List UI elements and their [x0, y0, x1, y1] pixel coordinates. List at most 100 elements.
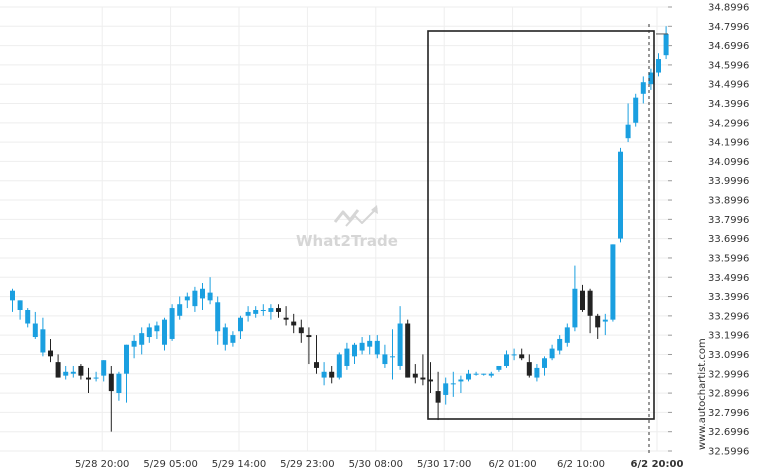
candle-body: [587, 290, 593, 316]
candle: [184, 292, 190, 309]
candle-body: [496, 365, 502, 370]
candle: [101, 360, 107, 382]
candle: [146, 323, 152, 343]
candle-body: [253, 310, 259, 314]
candle-body: [466, 373, 471, 380]
candle-body: [154, 325, 160, 332]
candle-body: [526, 362, 532, 376]
candle-body: [245, 311, 251, 316]
candle-body: [184, 296, 190, 301]
candle-body: [192, 290, 198, 307]
candle-body: [291, 321, 297, 326]
y-tick-label: 34.8996: [708, 3, 749, 14]
candle: [428, 362, 433, 394]
candle-body: [207, 292, 213, 301]
candle-body: [306, 335, 312, 338]
candle: [291, 313, 297, 334]
candle-body: [435, 391, 441, 403]
candle: [352, 342, 357, 365]
candle: [610, 244, 616, 322]
candle: [40, 317, 46, 357]
candle: [268, 304, 274, 320]
watermark-chart-icon: [333, 205, 378, 227]
candle: [321, 362, 327, 386]
candle: [139, 327, 145, 355]
candle-body: [268, 308, 274, 312]
y-tick-label: 34.7996: [708, 22, 749, 33]
candle-body: [124, 344, 129, 374]
candle-body: [374, 340, 380, 355]
candle-body: [367, 340, 373, 347]
candle: [504, 350, 509, 368]
candle: [177, 296, 183, 320]
candle: [519, 348, 525, 361]
candle-body: [260, 310, 266, 312]
x-tick-label: 5/28 20:00: [75, 459, 129, 470]
candle: [48, 338, 53, 363]
candle: [25, 308, 31, 328]
candle: [648, 68, 654, 90]
candle: [496, 365, 502, 372]
candle: [602, 313, 608, 336]
candle-body: [48, 350, 53, 357]
candle-body: [405, 323, 411, 378]
y-tick-label: 33.3996: [708, 292, 749, 303]
candle-body: [504, 354, 509, 366]
candle-body: [108, 373, 114, 392]
candle-body: [618, 151, 623, 239]
candle-body: [557, 338, 563, 351]
candle-body: [238, 317, 243, 332]
candle-body: [276, 308, 281, 312]
candle-body: [412, 373, 418, 378]
candle: [572, 265, 578, 332]
candle: [534, 364, 540, 382]
candle: [314, 335, 319, 374]
candle-body: [443, 383, 449, 395]
candle: [329, 365, 335, 384]
x-tick-label: 5/29 05:00: [143, 459, 197, 470]
candle-body: [162, 319, 167, 345]
candle-body: [298, 327, 304, 334]
candles: [10, 26, 669, 432]
candle-body: [40, 329, 46, 353]
candle-body: [146, 327, 152, 338]
candle: [215, 296, 221, 345]
candle: [526, 354, 532, 378]
candle-body: [640, 82, 646, 94]
candle-body: [511, 354, 517, 356]
candle: [511, 348, 517, 361]
candle: [466, 369, 471, 382]
candle: [32, 311, 38, 339]
candle: [306, 327, 312, 365]
candle-body: [595, 315, 601, 328]
candle-body: [200, 288, 205, 299]
candle: [276, 304, 281, 318]
candle: [230, 331, 236, 347]
y-tick-label: 33.8996: [708, 196, 749, 207]
candle-body: [314, 362, 319, 368]
candle-body: [656, 59, 661, 73]
candle: [656, 53, 661, 77]
candle: [131, 335, 137, 359]
candle-body: [283, 317, 289, 320]
candle: [633, 93, 639, 127]
candle-body: [648, 72, 654, 85]
pattern-box: [427, 30, 655, 420]
candle-body: [625, 124, 631, 139]
candle: [367, 335, 373, 355]
x-tick-label: 6/2 20:00: [631, 459, 684, 470]
candle: [207, 277, 213, 305]
candle: [116, 371, 122, 401]
candle-body: [10, 290, 15, 301]
candle-body: [169, 308, 175, 339]
watermark-logo: What2Trade: [296, 205, 398, 250]
candle-body: [93, 377, 99, 379]
candle: [336, 352, 342, 380]
candle-body: [473, 373, 479, 375]
y-tick-label: 34.1996: [708, 138, 749, 149]
candle-body: [390, 356, 395, 358]
candle: [481, 373, 487, 376]
candle: [435, 371, 441, 421]
y-tick-label: 33.6996: [708, 234, 749, 245]
